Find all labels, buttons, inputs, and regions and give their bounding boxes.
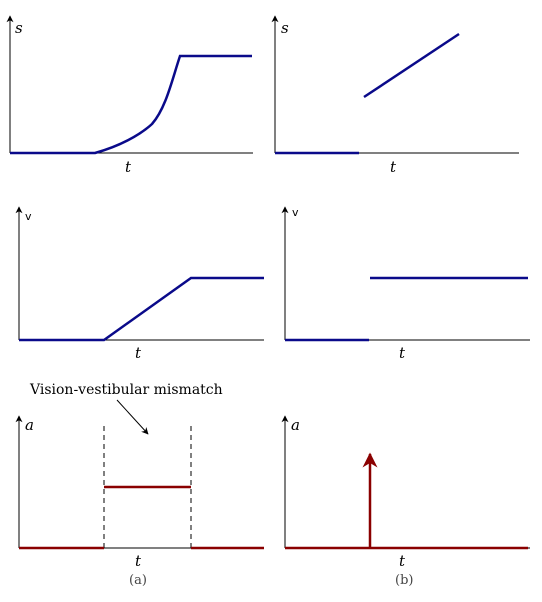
panel-b-velocity: v t xyxy=(281,206,530,362)
caption-b: (b) xyxy=(395,573,413,588)
x-axis-label: t xyxy=(399,552,406,570)
y-axis-label: v xyxy=(292,206,299,219)
x-axis-label: t xyxy=(135,552,142,570)
panel-a-velocity: v t xyxy=(15,206,264,362)
caption-a: (a) xyxy=(129,573,147,588)
annotation-arrow xyxy=(116,399,149,435)
mismatch-annotation: Vision-vestibular mismatch xyxy=(29,382,223,435)
position-segment-after xyxy=(363,32,460,99)
panel-a-position: s t xyxy=(6,15,253,176)
annotation-text: Vision-vestibular mismatch xyxy=(29,382,223,398)
panel-a-acceleration: a t (a) xyxy=(15,415,264,588)
velocity-curve-ramp xyxy=(19,276,264,342)
y-axis-label: a xyxy=(291,416,300,434)
x-axis-label: t xyxy=(125,158,132,176)
x-axis-label: t xyxy=(135,344,142,362)
position-curve-smooth xyxy=(10,54,252,155)
panel-b-position: s t xyxy=(271,15,519,176)
y-axis-label: s xyxy=(15,19,23,37)
y-axis-label: a xyxy=(25,416,34,434)
y-axis-label: v xyxy=(25,210,32,223)
x-axis-label: t xyxy=(399,344,406,362)
y-axis-label: s xyxy=(281,19,289,37)
panel-b-acceleration: a t (b) xyxy=(281,415,530,588)
x-axis-label: t xyxy=(390,158,397,176)
